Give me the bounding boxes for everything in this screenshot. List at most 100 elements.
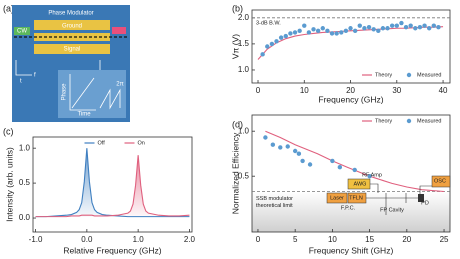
point xyxy=(278,145,283,150)
input-box xyxy=(14,27,30,35)
x-tick-label: 20 xyxy=(402,235,411,244)
x-tick-label: 40 xyxy=(439,86,448,95)
diagram-title: Phase Modulator xyxy=(48,11,93,17)
point xyxy=(311,27,316,32)
point xyxy=(263,135,268,140)
panel-label: (d) xyxy=(232,119,243,129)
point xyxy=(431,23,437,28)
pd-box xyxy=(418,194,424,202)
setup-label: PD xyxy=(421,200,429,206)
inset-box xyxy=(58,70,126,118)
point xyxy=(385,26,390,31)
electrode-label: Ground xyxy=(62,24,82,30)
electrode xyxy=(34,20,110,30)
point xyxy=(302,23,307,28)
legend-label: Measured xyxy=(417,118,441,124)
x-tick-label: 0.0 xyxy=(81,235,93,244)
input-label: CW xyxy=(17,29,27,35)
y-tick-label: 1.5 xyxy=(238,39,250,48)
point xyxy=(343,28,349,34)
x-tick-label: 10 xyxy=(300,86,309,95)
panel-label: (a) xyxy=(3,3,14,13)
x-tick-label: 25 xyxy=(440,235,449,244)
panel-label: (b) xyxy=(232,3,243,13)
point xyxy=(296,151,302,156)
y-axis-label: Intensity (arb. units) xyxy=(4,147,14,222)
setup-label: OSC xyxy=(434,178,446,184)
spectrum-axis xyxy=(15,60,32,76)
point xyxy=(376,28,381,34)
point xyxy=(426,26,432,31)
point xyxy=(330,158,335,164)
point xyxy=(380,26,386,31)
point xyxy=(283,33,288,39)
point xyxy=(288,31,293,36)
y-tick-label: 0.5 xyxy=(238,171,250,180)
inset-axis: Phase xyxy=(62,83,68,101)
point xyxy=(366,25,372,30)
point xyxy=(394,23,399,28)
legend-marker xyxy=(406,72,412,78)
y-tick-label: 0.5 xyxy=(19,178,31,187)
point xyxy=(292,148,298,154)
legend-label: On xyxy=(138,140,145,146)
point xyxy=(371,27,376,32)
y-tick-label: 2.0 xyxy=(238,13,250,22)
point xyxy=(348,26,353,31)
plot-frame xyxy=(251,114,451,233)
x-tick-label: 0 xyxy=(256,235,261,244)
point xyxy=(352,167,357,173)
y-tick-label: 0.0 xyxy=(19,213,31,222)
point xyxy=(307,162,313,167)
inset-axis: Time xyxy=(77,112,91,118)
point xyxy=(399,20,404,26)
point xyxy=(274,39,279,44)
y-axis-label: Normalized Efficiency xyxy=(230,132,240,214)
reference-label: theoretical limit xyxy=(256,203,293,209)
setup-links xyxy=(366,183,432,215)
point xyxy=(260,52,265,57)
y-tick-label: 1.0 xyxy=(19,143,31,152)
legend-marker xyxy=(406,118,412,124)
series-line xyxy=(265,130,445,193)
y-axis-label: Vπ (V) xyxy=(230,34,240,59)
point xyxy=(292,30,298,35)
point xyxy=(334,31,339,36)
y-tick-label: 1.0 xyxy=(238,126,250,135)
inset-label: 2π xyxy=(116,82,123,88)
modulator-diagram: Phase Modulator Ground Signal CW f t Pha… xyxy=(12,5,130,122)
panel-label: (c) xyxy=(3,126,14,136)
axis-letter: f xyxy=(34,73,36,79)
point xyxy=(408,23,413,28)
point xyxy=(413,26,418,31)
point xyxy=(325,28,330,34)
x-tick-label: 10 xyxy=(328,235,337,244)
x-axis-label: Frequency (GHz) xyxy=(318,94,383,104)
reference-label: 3-dB B.W. xyxy=(256,20,281,26)
plot-frame xyxy=(32,136,193,233)
reference-label: SSB modulator xyxy=(256,196,293,202)
x-axis-label: Frequency Shift (GHz) xyxy=(309,245,394,255)
x-tick-label: 0 xyxy=(256,86,261,95)
point xyxy=(270,142,276,147)
point xyxy=(352,28,358,34)
x-tick-label: 30 xyxy=(392,86,401,95)
x-tick-label: 2.0 xyxy=(184,235,196,244)
y-tick-label: 1.0 xyxy=(238,65,250,74)
point xyxy=(389,23,395,28)
setup-label: F.P.C. xyxy=(341,205,356,211)
point xyxy=(362,26,367,31)
point xyxy=(367,174,372,179)
setup-label: Laser xyxy=(330,195,344,201)
legend-label: Measured xyxy=(417,72,441,78)
x-tick-label: 5 xyxy=(293,235,298,244)
axis-letter: t xyxy=(20,79,22,85)
legend-label: Off xyxy=(98,140,106,146)
point xyxy=(269,41,275,47)
point xyxy=(357,23,362,28)
osc-box xyxy=(431,175,451,188)
point xyxy=(297,28,302,34)
x-axis-label: Relative Frequency (GHz) xyxy=(63,245,161,255)
point xyxy=(265,44,270,49)
